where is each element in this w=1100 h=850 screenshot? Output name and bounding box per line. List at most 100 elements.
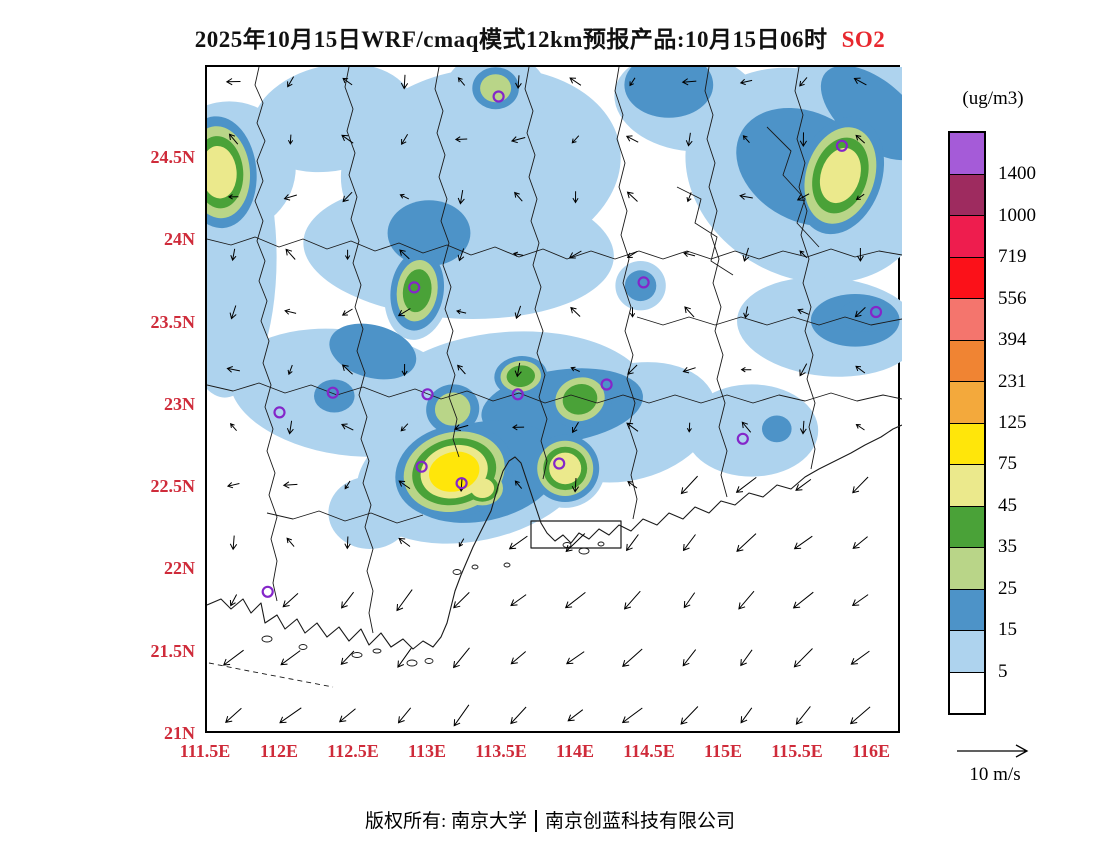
wind-arrow bbox=[341, 134, 354, 144]
colorbar-unit-label: (ug/m3) bbox=[962, 88, 1024, 109]
wind-arrow bbox=[226, 366, 240, 373]
wind-arrow bbox=[399, 193, 410, 200]
wind-arrow bbox=[740, 649, 753, 667]
city-marker-layer bbox=[261, 90, 883, 598]
colorbar-tick-label: 556 bbox=[998, 287, 1027, 309]
wind-arrow bbox=[740, 366, 752, 373]
lon-tick-label: 116E bbox=[851, 741, 890, 761]
lon-tick-label: 112E bbox=[259, 741, 298, 761]
county-boundary bbox=[676, 186, 734, 276]
wind-arrow bbox=[852, 536, 868, 550]
wind-arrow bbox=[626, 534, 639, 552]
so2-contour-fill bbox=[387, 200, 471, 266]
region-inset-box bbox=[530, 520, 622, 549]
footer-owner: 版权所有: 南京大学 bbox=[364, 811, 527, 832]
wind-reference-legend: 10 m/s bbox=[950, 740, 1040, 786]
wind-arrow bbox=[341, 364, 353, 375]
wind-arrow bbox=[340, 650, 355, 666]
county-boundary bbox=[266, 510, 424, 524]
colorbar-segment bbox=[950, 422, 984, 464]
wind-arrow bbox=[457, 248, 465, 262]
city-marker bbox=[637, 276, 650, 289]
lon-tick-label: 111.5E bbox=[179, 741, 231, 761]
wind-arrow bbox=[512, 424, 525, 431]
map-svg bbox=[207, 67, 902, 727]
wind-arrow bbox=[514, 305, 522, 320]
wind-arrow bbox=[564, 592, 586, 609]
wind-arrow bbox=[229, 423, 237, 432]
wind-arrow bbox=[680, 706, 699, 725]
wind-arrow bbox=[855, 134, 866, 144]
wind-arrow bbox=[626, 250, 638, 259]
so2-contour-fill bbox=[839, 298, 892, 332]
wind-arrow bbox=[740, 707, 753, 724]
province-boundary bbox=[524, 67, 548, 480]
wind-arrow bbox=[514, 480, 523, 489]
wind-arrow bbox=[279, 707, 302, 724]
so2-contour-fill bbox=[762, 415, 792, 443]
county-boundary bbox=[636, 316, 902, 326]
colorbar-segment bbox=[950, 588, 984, 630]
wind-arrow bbox=[621, 707, 643, 724]
lat-tick-label: 24.5N bbox=[150, 146, 196, 167]
wind-arrow bbox=[855, 423, 865, 431]
footer-divider bbox=[535, 810, 537, 832]
so2-contour-fill bbox=[820, 67, 902, 161]
wind-arrow bbox=[855, 193, 865, 201]
so2-contour-fill bbox=[549, 452, 582, 485]
city-marker bbox=[511, 388, 524, 401]
wind-arrow bbox=[796, 193, 810, 201]
city-marker bbox=[273, 406, 286, 419]
wind-arrow bbox=[799, 132, 808, 148]
colorbar-tick-label: 45 bbox=[998, 494, 1017, 516]
wind-arrow bbox=[341, 591, 354, 609]
wind-arrow bbox=[453, 592, 470, 609]
wind-arrow bbox=[799, 77, 808, 87]
wind-arrow bbox=[849, 706, 871, 725]
wind-arrow bbox=[685, 132, 693, 147]
wind-arrow bbox=[567, 709, 584, 722]
wind-arrow bbox=[398, 480, 411, 490]
wind-arrow bbox=[682, 366, 696, 374]
wind-arrow bbox=[338, 708, 356, 723]
wind-arrow bbox=[510, 136, 526, 144]
colorbar-tick-label: 231 bbox=[998, 370, 1027, 392]
wind-arrow bbox=[565, 651, 585, 665]
wind-arrow bbox=[682, 649, 697, 667]
map-area bbox=[205, 65, 902, 733]
wind-arrow bbox=[397, 308, 411, 317]
province-boundary bbox=[254, 67, 278, 602]
wind-arrow bbox=[854, 307, 866, 318]
footer-company: 南京创蓝科技有限公司 bbox=[545, 811, 736, 832]
county-boundary bbox=[766, 126, 820, 248]
wind-reference-arrow-icon bbox=[957, 744, 1029, 758]
wind-arrow bbox=[285, 248, 296, 260]
wind-arrow bbox=[398, 537, 411, 547]
so2-contour-fill bbox=[624, 67, 714, 118]
colorbar-tick-label: 5 bbox=[998, 660, 1008, 682]
city-marker bbox=[421, 388, 434, 401]
city-marker bbox=[553, 457, 566, 470]
wind-arrow bbox=[457, 190, 465, 205]
colorbar-segment bbox=[950, 505, 984, 547]
wind-vector-layer bbox=[222, 74, 871, 727]
wind-arrow bbox=[742, 135, 750, 144]
so2-contour-fill bbox=[252, 67, 414, 173]
wind-arrow bbox=[515, 75, 522, 89]
wind-arrow bbox=[512, 251, 524, 257]
wind-arrow bbox=[686, 192, 692, 203]
lon-tick-label: 114.5E bbox=[623, 741, 675, 761]
lon-tick-label: 115.5E bbox=[771, 741, 823, 761]
wind-arrow bbox=[738, 590, 755, 610]
lat-tick-label: 22.5N bbox=[150, 476, 196, 497]
lat-tick-label: 24N bbox=[164, 229, 195, 250]
wind-arrow bbox=[625, 135, 639, 143]
lon-tick-label: 112.5E bbox=[327, 741, 379, 761]
city-marker bbox=[326, 386, 339, 399]
city-marker bbox=[415, 460, 428, 473]
title-text: 2025年10月15日WRF/cmaq模式12km预报产品:10月15日06时 bbox=[194, 27, 828, 52]
wind-arrow bbox=[682, 534, 696, 552]
wind-arrow bbox=[514, 191, 523, 202]
wind-arrow bbox=[686, 422, 692, 433]
